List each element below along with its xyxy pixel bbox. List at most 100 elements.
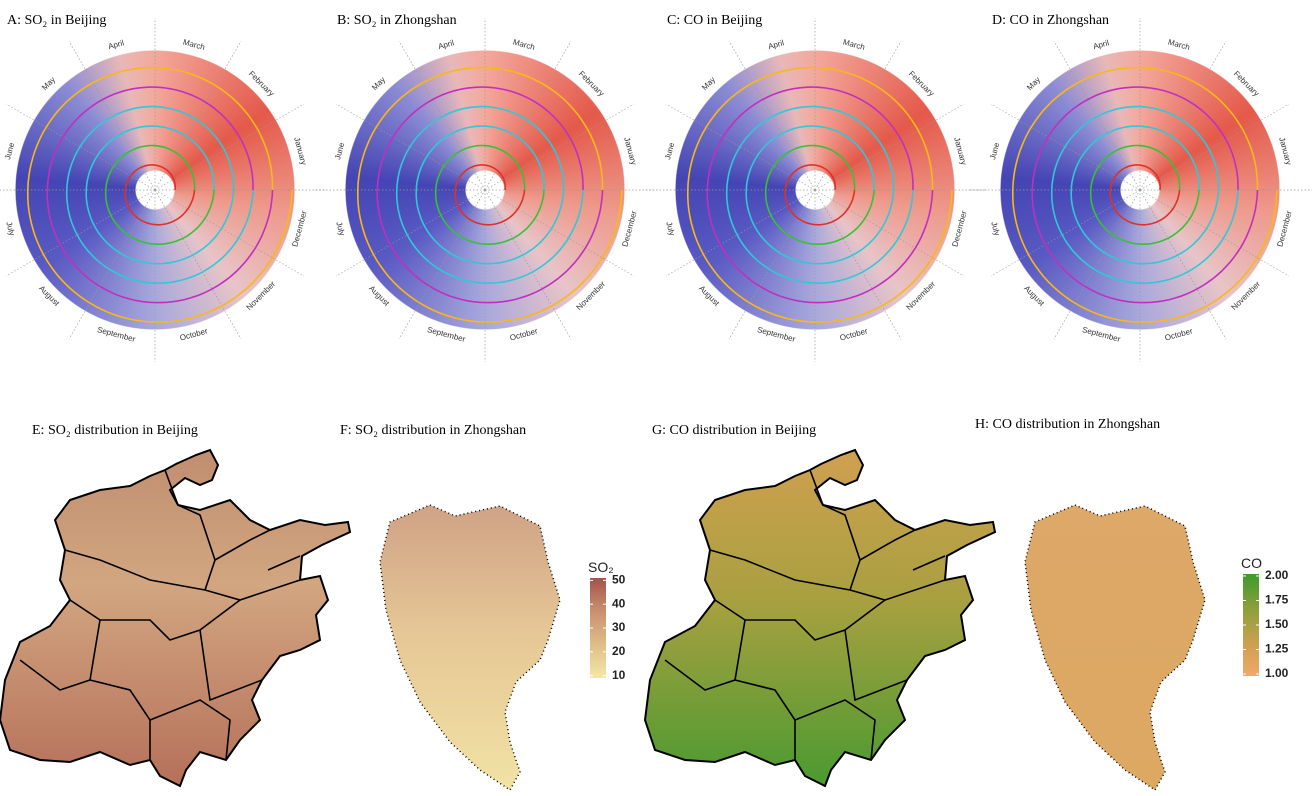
month-divider [485, 104, 634, 190]
panel-title: C: CO in Beijing [667, 13, 762, 28]
month-label: June [333, 141, 346, 161]
month-label: February [907, 69, 936, 98]
region-map [645, 450, 995, 786]
tick-label: 1.25 [1265, 642, 1289, 656]
month-label: July [989, 221, 1001, 237]
month-label: December [290, 209, 308, 247]
month-label: May [40, 75, 57, 92]
spiral-line [1110, 165, 1179, 225]
month-divider [1140, 190, 1289, 276]
month-label: September [426, 325, 466, 344]
tick-label: 50 [612, 573, 626, 587]
tick-label: 2.00 [1265, 568, 1289, 582]
month-label: November [1230, 279, 1263, 312]
month-label: November [245, 279, 278, 312]
region-map [0, 450, 350, 786]
region-map [1025, 505, 1205, 790]
spiral-line [47, 87, 272, 303]
month-divider [815, 190, 964, 276]
tick-label: 1.50 [1265, 617, 1289, 631]
figure-canvas: A: SO₂ in Beijing January February March Apr… [0, 0, 1314, 796]
spiral-line [1052, 107, 1238, 284]
month-label: March [182, 38, 206, 52]
month-label: August [697, 284, 722, 309]
map-title: F: SO₂ distribution in Zhongshan [340, 423, 526, 438]
spiral-line [785, 165, 854, 225]
spiral-line [106, 146, 214, 245]
month-label: January [1277, 136, 1293, 166]
month-label: August [367, 284, 392, 309]
figure: A: SO₂ in Beijing January February March Apr… [0, 0, 1314, 796]
month-divider [155, 41, 241, 190]
legend-title: CO [1241, 555, 1262, 571]
spiral-line [436, 146, 544, 245]
month-label: May [370, 75, 387, 92]
month-label: October [839, 326, 869, 342]
tick-label: 1.75 [1265, 593, 1289, 607]
month-label: December [620, 209, 638, 247]
spiral-line [727, 107, 913, 284]
month-label: December [950, 209, 968, 247]
month-label: January [952, 136, 968, 166]
month-label: February [577, 69, 606, 98]
spiral-line [377, 87, 602, 303]
month-label: February [247, 69, 276, 98]
month-label: October [509, 326, 539, 342]
month-label: October [179, 326, 209, 342]
month-label: January [622, 136, 638, 166]
spiral-line [1091, 146, 1199, 245]
month-divider [399, 190, 485, 339]
month-divider [729, 190, 815, 339]
month-label: September [756, 325, 796, 344]
month-divider [485, 190, 634, 276]
spiral-line [67, 107, 253, 284]
month-divider [1140, 104, 1289, 190]
month-label: March [1167, 38, 1191, 52]
spiral-line [766, 146, 874, 245]
panel-title: A: SO₂ in Beijing [7, 13, 106, 28]
month-label: June [988, 141, 1001, 161]
month-label: May [1025, 75, 1042, 92]
map-title: G: CO distribution in Beijing [652, 423, 816, 438]
tick-label: 10 [612, 668, 626, 682]
month-label: March [512, 38, 536, 52]
tick-label: 30 [612, 620, 626, 634]
tick-label: 40 [612, 596, 626, 610]
month-divider [485, 41, 571, 190]
month-label: July [4, 221, 16, 237]
month-label: October [1164, 326, 1194, 342]
month-label: February [1232, 69, 1261, 98]
month-label: April [767, 38, 785, 51]
month-label: March [842, 38, 866, 52]
month-label: August [37, 284, 62, 309]
month-divider [815, 41, 901, 190]
month-divider [815, 104, 964, 190]
month-label: September [96, 325, 136, 344]
month-divider [1054, 190, 1140, 339]
spiral-line [397, 107, 583, 284]
month-label: April [107, 38, 125, 51]
month-divider [155, 104, 304, 190]
month-label: July [334, 221, 346, 237]
month-label: November [575, 279, 608, 312]
month-label: July [664, 221, 676, 237]
month-label: November [905, 279, 938, 312]
spiral-line [455, 165, 524, 225]
tick-label: 20 [612, 644, 626, 658]
month-label: January [292, 136, 308, 166]
spiral-line [1032, 87, 1257, 303]
month-label: December [1275, 209, 1293, 247]
region-map [380, 505, 560, 790]
month-label: June [3, 141, 16, 161]
map-title: E: SO₂ distribution in Beijing [32, 423, 198, 438]
spiral-line [707, 87, 932, 303]
month-label: August [1022, 284, 1047, 309]
month-divider [155, 190, 304, 276]
month-label: April [1092, 38, 1110, 51]
panel-title: D: CO in Zhongshan [992, 13, 1109, 28]
month-divider [69, 190, 155, 339]
month-label: May [700, 75, 717, 92]
panel-title: B: SO₂ in Zhongshan [337, 13, 457, 28]
month-label: April [437, 38, 455, 51]
map-title: H: CO distribution in Zhongshan [975, 417, 1160, 432]
